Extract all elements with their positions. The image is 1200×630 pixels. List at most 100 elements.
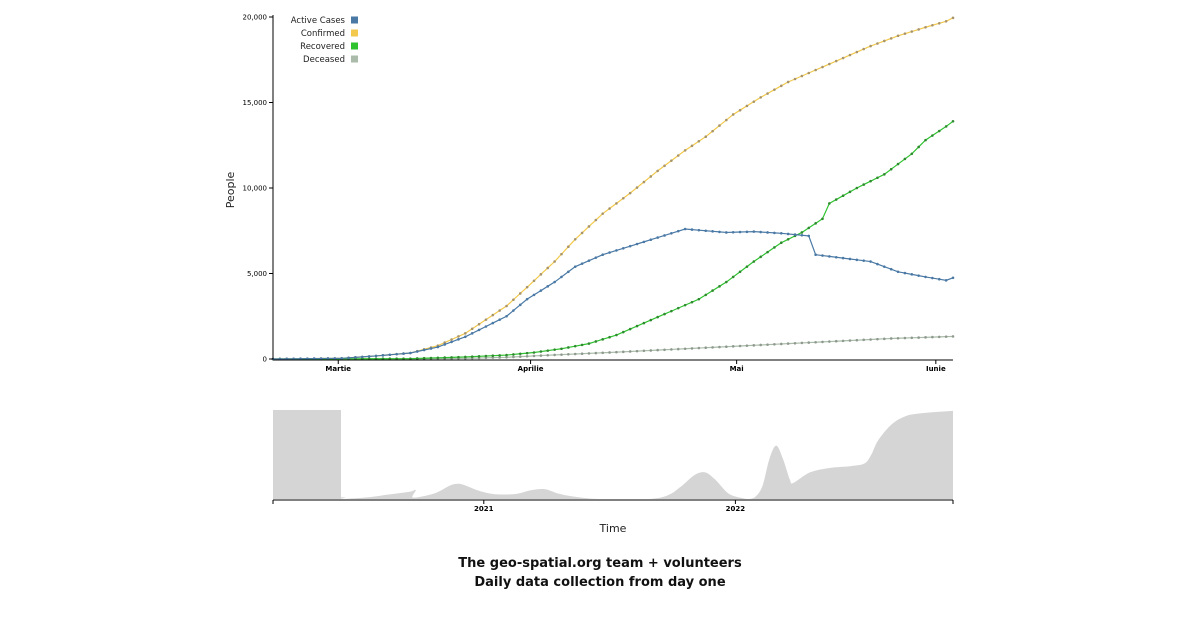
- data-point: [903, 157, 907, 161]
- data-point: [450, 338, 453, 341]
- data-point: [917, 274, 920, 277]
- data-point: [580, 231, 584, 235]
- data-point: [594, 351, 598, 355]
- data-point: [821, 65, 824, 69]
- data-point: [518, 292, 522, 295]
- data-point: [807, 226, 811, 230]
- data-point: [676, 154, 680, 157]
- data-point: [429, 347, 433, 350]
- overview-tick-label: 2021: [474, 505, 494, 513]
- data-point: [862, 338, 866, 342]
- data-point: [896, 34, 900, 38]
- data-point: [663, 312, 666, 316]
- data-point: [704, 135, 708, 138]
- data-point: [642, 349, 646, 353]
- data-point: [477, 328, 481, 332]
- data-point: [663, 348, 666, 352]
- data-point: [896, 270, 900, 274]
- data-point: [725, 345, 728, 348]
- data-point: [725, 118, 728, 122]
- data-point: [539, 350, 543, 353]
- data-point: [937, 21, 941, 25]
- legend-label: Confirmed: [301, 29, 345, 39]
- y-tick-label: 15,000: [243, 99, 268, 107]
- data-point: [690, 228, 694, 231]
- data-point: [539, 354, 543, 357]
- data-point: [725, 231, 728, 234]
- data-point: [573, 344, 577, 348]
- data-point: [683, 227, 687, 231]
- data-point: [697, 139, 701, 143]
- data-point: [924, 25, 927, 29]
- data-point: [951, 276, 955, 280]
- data-point: [491, 356, 495, 359]
- legend-swatch: [351, 55, 358, 63]
- data-point: [642, 180, 646, 184]
- data-point: [532, 293, 536, 297]
- legend-item[interactable]: Recovered: [300, 42, 358, 52]
- brush-selection[interactable]: [273, 410, 341, 499]
- data-point: [450, 356, 453, 359]
- x-tick-label: Aprilie: [518, 365, 544, 373]
- data-point: [683, 303, 687, 307]
- data-point: [944, 335, 948, 338]
- data-point: [889, 37, 893, 40]
- data-point: [676, 306, 680, 310]
- data-point: [525, 354, 529, 358]
- data-point: [622, 330, 625, 334]
- data-point: [752, 230, 756, 233]
- data-point: [779, 84, 783, 88]
- legend-label: Active Cases: [291, 16, 346, 26]
- legend[interactable]: Active Cases Confirmed Recovered Deceased: [291, 16, 358, 65]
- data-point: [608, 207, 611, 210]
- data-point: [470, 332, 474, 335]
- data-point: [821, 254, 824, 257]
- data-point: [450, 340, 453, 344]
- footer-subtitle: Daily data collection from day one: [474, 575, 726, 590]
- data-point: [567, 353, 570, 356]
- data-point: [422, 356, 426, 360]
- data-point: [340, 357, 343, 360]
- data-point: [518, 303, 522, 307]
- data-point: [512, 355, 515, 359]
- data-point: [580, 352, 584, 356]
- data-point: [704, 293, 708, 297]
- data-point: [931, 335, 934, 339]
- data-point: [944, 279, 948, 282]
- data-point: [793, 341, 797, 345]
- data-point: [752, 100, 756, 103]
- data-point: [779, 342, 783, 346]
- data-point: [876, 42, 879, 45]
- data-point: [786, 232, 790, 236]
- data-point: [388, 353, 392, 357]
- data-point: [903, 271, 907, 275]
- data-point: [333, 357, 337, 360]
- data-point: [670, 309, 673, 313]
- data-point: [464, 332, 467, 335]
- data-point: [883, 173, 886, 176]
- data-point: [505, 355, 508, 359]
- data-point: [773, 88, 776, 91]
- data-point: [498, 356, 501, 359]
- legend-item[interactable]: Deceased: [303, 55, 358, 65]
- data-point: [656, 169, 659, 173]
- x-axis: Martie Aprilie Mai Iunie: [273, 359, 953, 373]
- y-tick-label: 0: [263, 356, 267, 364]
- data-point: [807, 234, 811, 238]
- data-point: [807, 71, 811, 75]
- data-point: [525, 351, 529, 355]
- data-point: [505, 314, 508, 318]
- legend-item[interactable]: Active Cases: [291, 16, 358, 26]
- data-point: [663, 164, 666, 168]
- overview-area-chart[interactable]: 2021 2022 Time: [272, 410, 954, 535]
- data-point: [876, 262, 879, 266]
- data-point: [931, 134, 934, 137]
- data-point: [725, 280, 728, 284]
- data-point: [889, 167, 893, 171]
- data-point: [415, 357, 419, 360]
- data-point: [477, 322, 481, 326]
- data-point: [567, 270, 570, 274]
- data-point: [436, 356, 440, 360]
- legend-item[interactable]: Confirmed: [301, 29, 358, 39]
- data-point: [676, 347, 680, 351]
